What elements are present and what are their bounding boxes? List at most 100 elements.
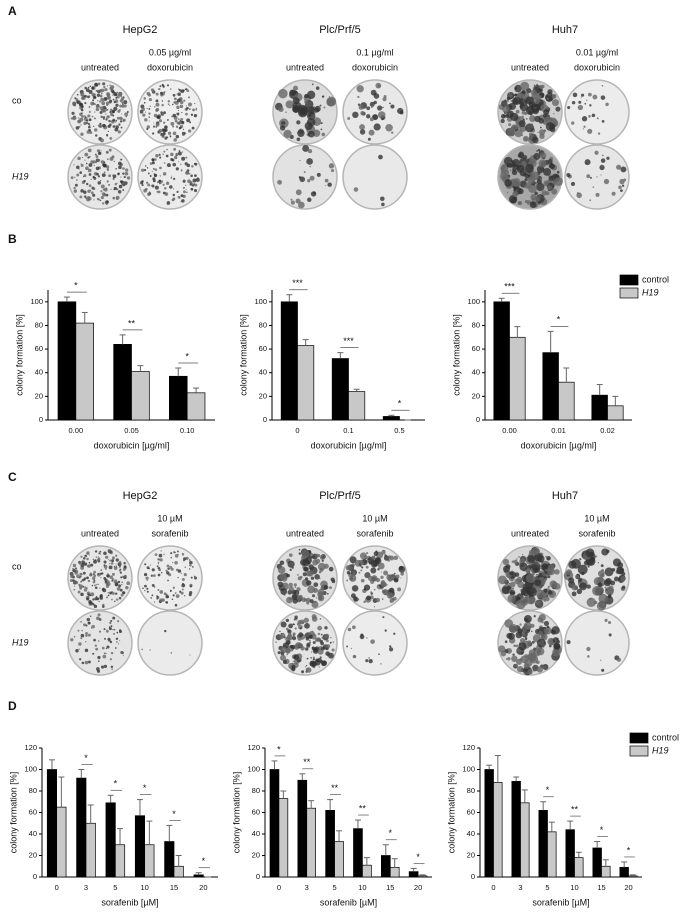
error-bar <box>166 824 173 842</box>
colony <box>368 561 373 565</box>
colony <box>349 556 357 564</box>
colony <box>571 558 581 569</box>
colony <box>547 89 553 95</box>
colony <box>511 124 518 131</box>
colony <box>311 601 319 608</box>
colony <box>507 657 511 661</box>
colony <box>175 167 179 171</box>
colony <box>543 168 552 176</box>
colony <box>150 597 153 599</box>
colony <box>505 114 509 118</box>
x-tick-label: 0 <box>277 883 281 892</box>
colony <box>112 556 115 560</box>
colony <box>116 116 120 120</box>
colony <box>125 116 127 118</box>
culture-dish <box>137 79 203 145</box>
y-tick-label: 40 <box>259 368 267 377</box>
colony <box>80 621 82 623</box>
colony <box>307 585 315 594</box>
colony <box>144 589 146 592</box>
bar <box>334 841 344 878</box>
colony <box>513 592 516 595</box>
colony <box>304 622 310 629</box>
colony <box>175 98 177 100</box>
significance-stars: * <box>172 809 176 819</box>
colony <box>104 87 108 92</box>
colony <box>80 108 84 112</box>
colony <box>108 174 112 178</box>
error-bar <box>612 395 619 406</box>
colony <box>509 571 514 576</box>
colony <box>153 113 158 118</box>
colony <box>308 634 313 639</box>
significance-stars: *** <box>292 278 303 288</box>
panel-label: A <box>8 4 17 18</box>
y-tick-label: 100 <box>247 764 260 773</box>
colony <box>381 588 383 590</box>
colony <box>88 125 91 129</box>
colony <box>523 663 530 670</box>
colony <box>532 107 539 115</box>
y-tick-label: 40 <box>35 368 43 377</box>
colony <box>350 647 353 650</box>
colony <box>184 88 187 91</box>
colony <box>151 568 155 572</box>
colony <box>141 107 146 112</box>
colony <box>118 629 122 632</box>
colony <box>358 104 364 110</box>
colony <box>84 159 86 161</box>
colony <box>393 632 396 635</box>
colony <box>566 640 571 645</box>
legend-label: control <box>642 274 669 284</box>
colony <box>160 111 163 114</box>
colony <box>82 95 84 97</box>
colony <box>99 587 101 589</box>
colony <box>611 567 616 572</box>
colony <box>373 100 377 105</box>
colony <box>85 641 87 643</box>
colony <box>595 192 600 197</box>
colony <box>88 163 93 167</box>
colony <box>534 567 541 573</box>
colony <box>541 190 547 196</box>
colony <box>531 640 535 644</box>
colony <box>84 648 89 653</box>
colony <box>148 108 151 110</box>
colony <box>527 640 532 645</box>
colony <box>159 598 163 603</box>
colony <box>347 117 351 120</box>
colony <box>506 162 512 168</box>
colony <box>105 113 107 115</box>
significance-stars: * <box>202 856 206 866</box>
colony <box>597 562 600 564</box>
colony <box>502 558 510 566</box>
y-tick-label: 0 <box>256 872 260 881</box>
colony <box>508 632 515 640</box>
colony <box>524 111 528 116</box>
colony <box>166 149 168 151</box>
colony <box>366 114 371 119</box>
colony <box>316 172 321 177</box>
error-bar <box>548 821 555 832</box>
colony <box>178 151 182 156</box>
colony <box>123 100 128 105</box>
colony <box>96 93 101 97</box>
colony <box>597 582 603 588</box>
colony <box>145 111 147 113</box>
colony <box>287 633 292 637</box>
colony <box>549 123 556 130</box>
colony <box>369 117 374 122</box>
colony <box>381 549 386 555</box>
colony <box>347 627 352 632</box>
colony <box>94 584 96 587</box>
colony <box>500 166 505 171</box>
culture-dish <box>67 610 133 676</box>
colony <box>380 581 387 588</box>
colony <box>83 179 86 183</box>
colony <box>602 154 604 157</box>
colony <box>176 112 180 116</box>
colony <box>597 570 605 578</box>
error-bar <box>286 294 293 302</box>
colony <box>86 557 89 561</box>
